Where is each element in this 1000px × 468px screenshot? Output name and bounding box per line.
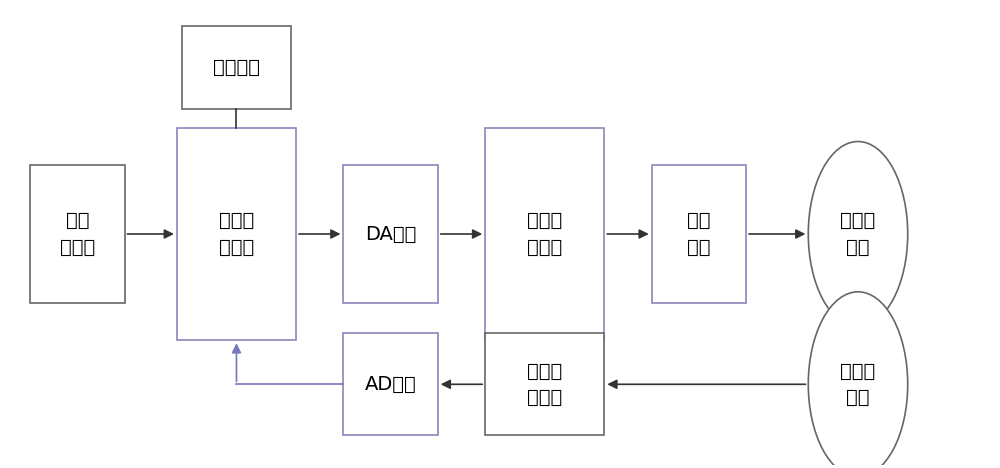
Text: 信号处
理模块: 信号处 理模块: [219, 211, 254, 257]
Text: AD模块: AD模块: [365, 375, 416, 394]
Bar: [485, 333, 604, 435]
Bar: [182, 26, 291, 109]
Ellipse shape: [808, 141, 908, 327]
Text: 接收换
能器: 接收换 能器: [840, 362, 876, 407]
Text: 数显装置: 数显装置: [213, 58, 260, 77]
Bar: [343, 333, 438, 435]
Bar: [177, 128, 296, 340]
Bar: [652, 165, 746, 303]
Bar: [485, 128, 604, 340]
Text: 功放
模块: 功放 模块: [687, 211, 711, 257]
Text: 光耦隔
离模块: 光耦隔 离模块: [527, 211, 562, 257]
Bar: [343, 165, 438, 303]
Text: DA模块: DA模块: [365, 225, 416, 243]
Bar: [30, 165, 125, 303]
Text: 放大滤
波模块: 放大滤 波模块: [527, 362, 562, 407]
Text: 发射换
能器: 发射换 能器: [840, 211, 876, 257]
Text: 测距
传感器: 测距 传感器: [60, 211, 95, 257]
Ellipse shape: [808, 292, 908, 468]
